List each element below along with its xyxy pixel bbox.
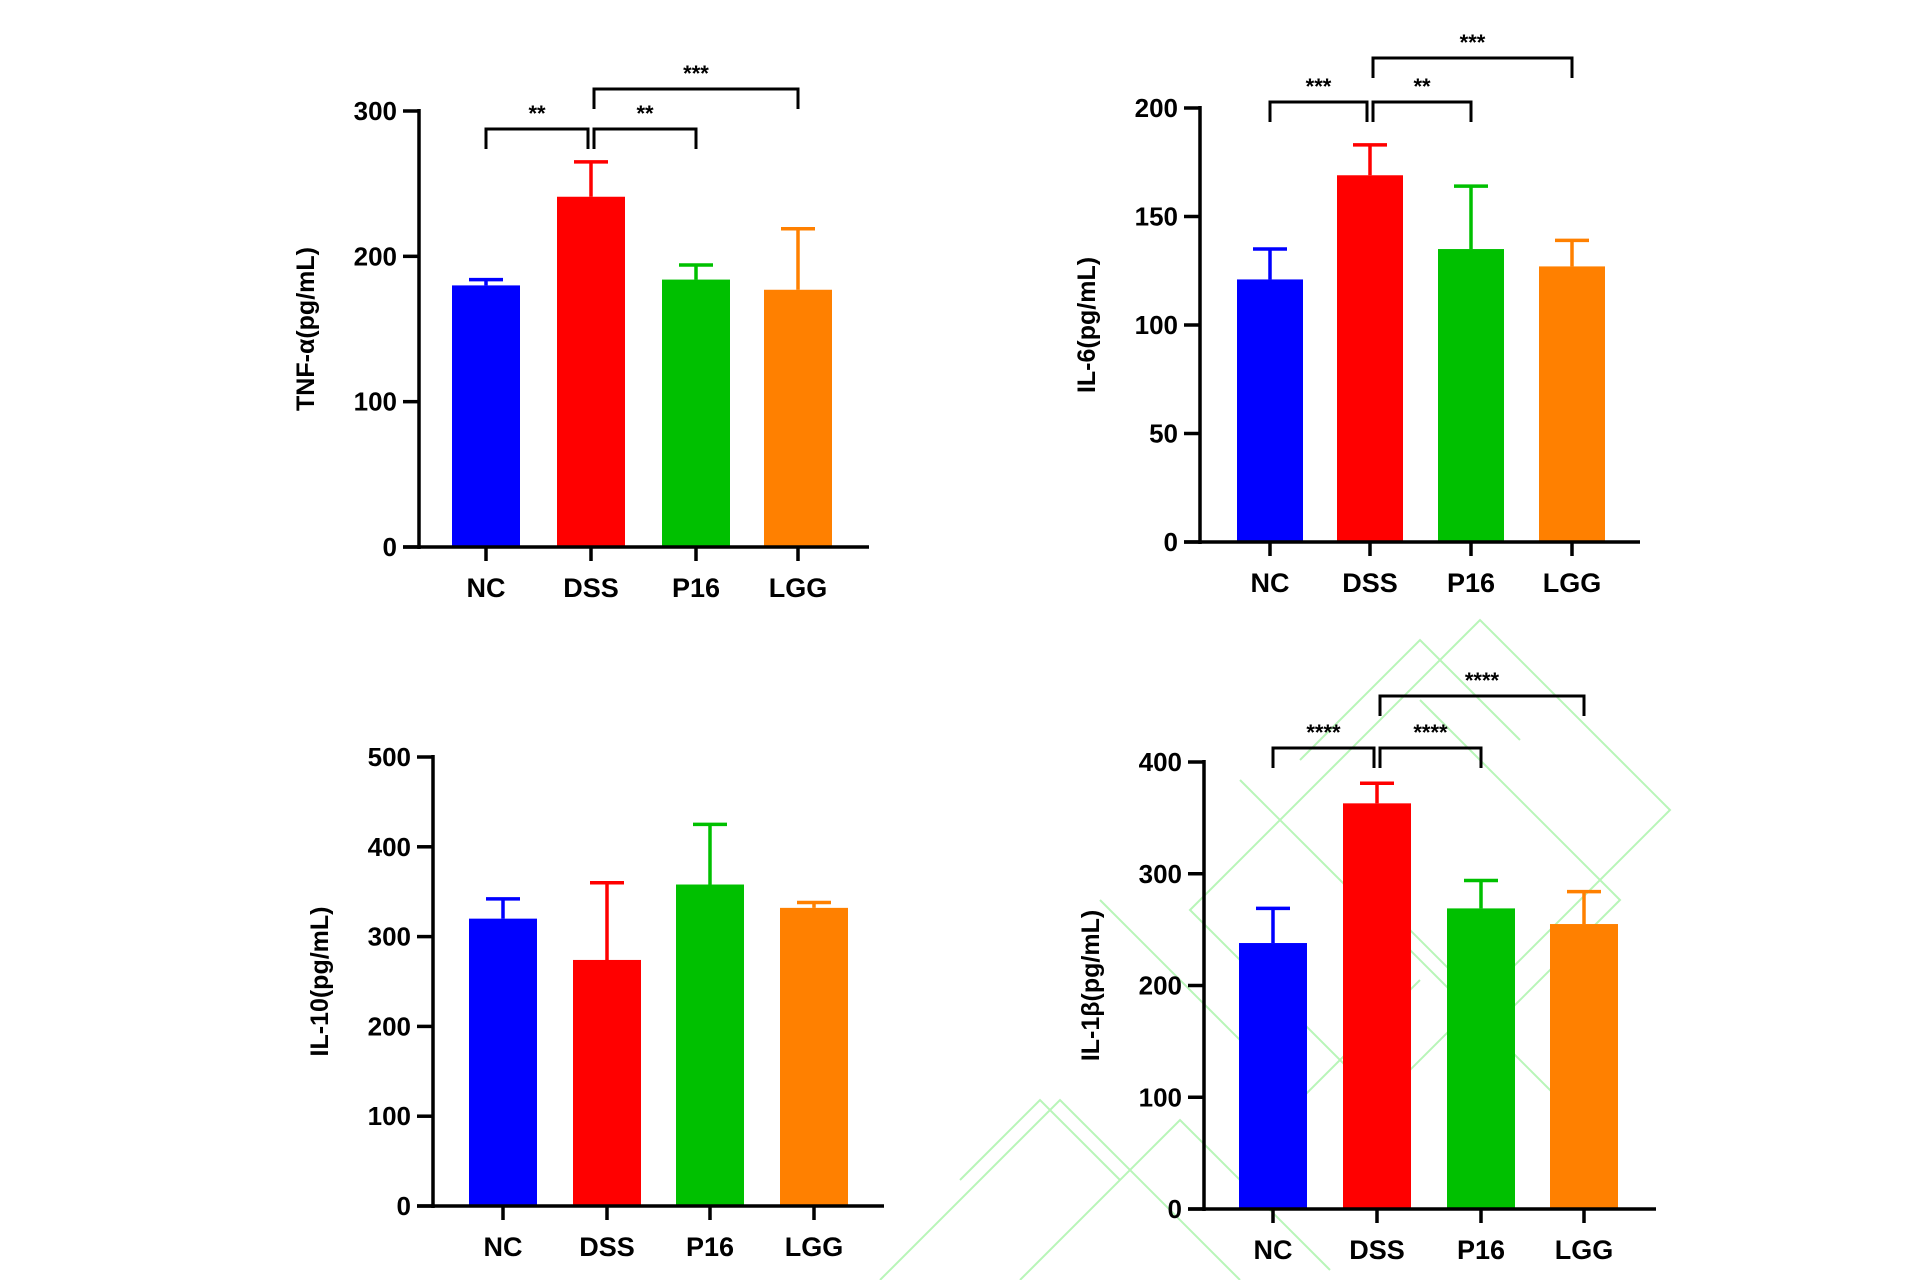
bar-dss [1343,803,1411,1209]
significance-label: *** [1460,30,1486,55]
significance-bracket [1371,100,1473,122]
y-tick-label: 100 [1139,1082,1182,1112]
chart-panel-4: NC DSS P16 LGG 0 100 200 300 400 IL-1β(pg/mL) ****… [1077,668,1656,1265]
x-tick-label: LGG [1543,568,1602,598]
bar-lgg [780,907,848,1206]
y-axis-label: IL-1β(pg/mL) [1077,910,1105,1061]
bar-nc [1239,943,1307,1209]
watermark-stroke [959,1098,1121,1181]
y-tick-label: 300 [1139,859,1182,889]
x-tick-label: P16 [1447,568,1495,598]
y-tick-label: 300 [354,96,397,126]
y-tick-label: 300 [368,922,411,952]
y-tick-label: 400 [368,832,411,862]
bar-lgg [1550,924,1618,1209]
significance-label: *** [1306,74,1332,99]
y-axis-label: IL-10(pg/mL) [306,907,334,1057]
y-tick-label: 200 [1135,93,1178,123]
x-tick-label: DSS [1342,568,1398,598]
bar-dss [557,196,625,547]
y-tick-label: 100 [368,1101,411,1131]
significance-bracket [1371,56,1574,78]
y-tick-label: 100 [354,387,397,417]
significance-label: *** [683,61,709,86]
significance-bracket [592,127,698,149]
bar-p16 [1447,908,1515,1209]
x-tick-label: P16 [686,1232,734,1262]
significance-label: ** [636,101,654,126]
y-tick-label: 500 [368,742,411,772]
watermark-stroke [1299,638,1521,761]
bar-p16 [676,884,744,1206]
bar-dss [1337,175,1403,542]
x-tick-label: NC [484,1232,523,1262]
x-tick-label: NC [1251,568,1290,598]
bar-p16 [662,279,730,547]
significance-bracket [1378,694,1586,716]
bar-nc [1237,279,1303,542]
significance-bracket [1271,746,1376,768]
x-tick-label: DSS [1349,1235,1405,1265]
x-tick-label: NC [1254,1235,1293,1265]
x-tick-label: DSS [563,573,619,603]
bar-lgg [1539,266,1605,542]
x-tick-label: DSS [579,1232,635,1262]
bar-dss [573,959,641,1206]
y-tick-label: 100 [1135,310,1178,340]
x-tick-label: P16 [1457,1235,1505,1265]
y-tick-label: 0 [383,532,397,562]
y-axis-label: IL-6(pg/mL) [1073,257,1101,393]
x-tick-label: LGG [1555,1235,1614,1265]
watermark-stroke [879,1098,1241,1280]
significance-label: ** [1413,74,1431,99]
y-tick-label: 400 [1139,747,1182,777]
y-tick-label: 50 [1149,419,1178,449]
watermark-stroke [1188,618,1672,1102]
bar-nc [469,918,537,1206]
y-tick-label: 0 [1164,527,1178,557]
significance-bracket [484,127,590,149]
significance-bracket [592,87,800,109]
x-tick-label: NC [467,573,506,603]
significance-label: **** [1465,668,1500,693]
x-tick-label: LGG [769,573,828,603]
watermark-stroke [1019,1118,1331,1280]
significance-label: **** [1306,720,1341,745]
significance-bracket [1378,746,1483,768]
bar-lgg [764,289,832,547]
y-axis-label: TNF-α(pg/mL) [292,247,320,411]
bar-nc [452,285,520,547]
y-tick-label: 150 [1135,202,1178,232]
x-tick-label: P16 [672,573,720,603]
y-tick-label: 0 [397,1191,411,1221]
y-tick-label: 200 [1139,971,1182,1001]
y-tick-label: 200 [354,241,397,271]
significance-bracket [1268,100,1369,122]
significance-label: ** [528,101,546,126]
chart-panel-3: NC DSS P16 LGG 0 100 200 300 400 500 IL-10(pg/mL) [306,742,884,1262]
y-tick-label: 200 [368,1011,411,1041]
y-tick-label: 0 [1168,1194,1182,1224]
x-tick-label: LGG [785,1232,844,1262]
significance-label: **** [1413,720,1448,745]
bar-p16 [1438,249,1504,543]
